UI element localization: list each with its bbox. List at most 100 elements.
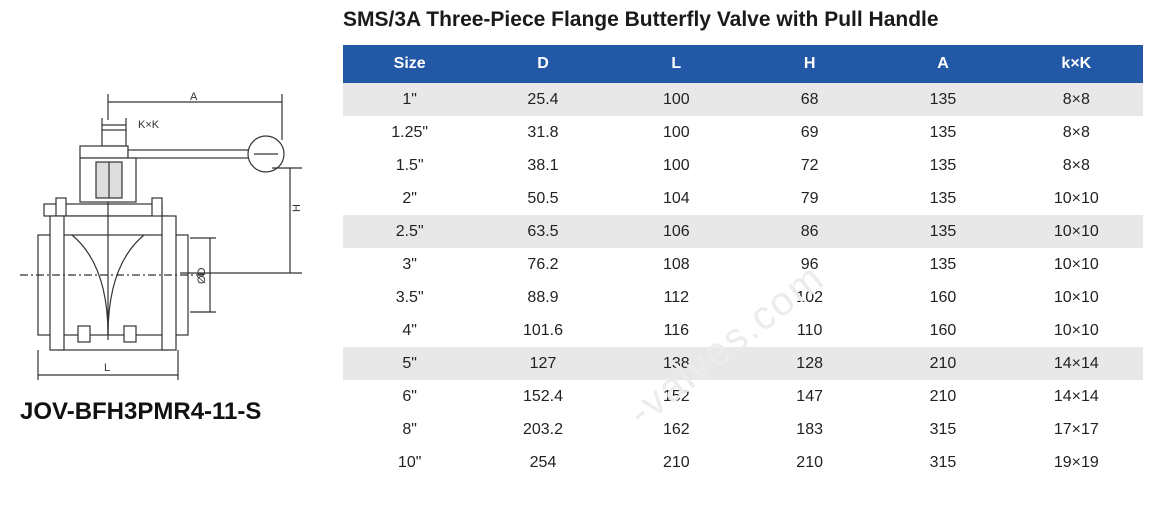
col-header-size: Size	[343, 45, 477, 83]
table-cell: 17×17	[1053, 420, 1099, 438]
table-cell: 1.25"	[391, 123, 429, 141]
table-cell: 1.5"	[395, 156, 424, 174]
table-cell: 10"	[397, 453, 422, 471]
dim-a-label: A	[190, 91, 198, 103]
table-row: 1.5" 38.1 100 72 135 8×8	[343, 149, 1143, 182]
table-cell: 3.5"	[395, 288, 424, 306]
table-cell: 147	[796, 387, 823, 405]
table-row: 10" 254 210 210 315 19×19	[343, 446, 1143, 479]
table-cell: 2.5"	[343, 215, 477, 248]
table-cell: 102	[796, 288, 823, 306]
table-cell: 14×14	[1009, 347, 1143, 380]
dim-d-label: ØD	[196, 267, 208, 284]
table-cell: 135	[929, 189, 957, 207]
table-row: 1.25" 31.8 100 69 135 8×8	[343, 116, 1143, 149]
table-body: 1" 25.4 100 68 135 8×8 1.25" 31.8 100 69 135 8×8 1.5…	[343, 83, 1143, 479]
table-cell: 101.6	[522, 321, 564, 339]
table-cell: 14×14	[1053, 387, 1099, 405]
table-cell: 8×8	[1062, 123, 1090, 141]
table-row: 4" 101.6 116 110 160 10×10	[343, 314, 1143, 347]
table-cell: 160	[929, 288, 957, 306]
table-cell: 100	[609, 83, 743, 116]
table-row: 5" 127 138 128 210 14×14	[343, 347, 1143, 380]
table-cell: 152	[662, 387, 690, 405]
table-cell: 108	[662, 255, 690, 273]
table-cell: 2"	[402, 189, 417, 207]
spec-table: Size D L H A k×K 1" 25.4 100 68 135 8×8 1.25" 3…	[343, 45, 1143, 479]
table-cell: 152.4	[522, 387, 564, 405]
table-cell: 183	[796, 420, 823, 438]
table-cell: 162	[662, 420, 690, 438]
col-header-l: L	[609, 45, 743, 83]
table-cell: 76.2	[527, 255, 559, 273]
table-cell: 25.4	[476, 83, 610, 116]
table-cell: 8×8	[1009, 83, 1143, 116]
col-header-d: D	[476, 45, 610, 83]
table-cell: 116	[663, 321, 690, 339]
table-row: 2.5" 63.5 106 86 135 10×10	[343, 215, 1143, 248]
table-cell: 210	[876, 347, 1010, 380]
table-cell: 135	[876, 83, 1010, 116]
col-header-h: H	[742, 45, 877, 83]
table-cell: 10×10	[1009, 215, 1143, 248]
table-cell: 96	[800, 255, 819, 273]
table-cell: 104	[662, 189, 690, 207]
model-number: JOV-BFH3PMR4-11-S	[20, 398, 262, 425]
table-header-row: Size D L H A k×K	[343, 45, 1143, 83]
col-header-a: A	[876, 45, 1010, 83]
table-cell: 4"	[402, 321, 417, 339]
table-cell: 6"	[402, 387, 417, 405]
table-cell: 315	[929, 453, 957, 471]
table-cell: 210	[929, 387, 957, 405]
table-cell: 135	[929, 255, 957, 273]
table-cell: 315	[929, 420, 957, 438]
table-cell: 1"	[343, 83, 477, 116]
table-cell: 110	[796, 321, 823, 339]
table-cell: 10×10	[1053, 255, 1099, 273]
col-header-kk: k×K	[1009, 45, 1143, 83]
table-cell: 210	[796, 453, 823, 471]
table-cell: 68	[742, 83, 877, 116]
table-cell: 100	[662, 123, 690, 141]
table-cell: 79	[800, 189, 819, 207]
table-cell: 31.8	[527, 123, 559, 141]
dim-kk-label: K×K	[138, 119, 160, 131]
table-cell: 10×10	[1053, 288, 1099, 306]
table-cell: 135	[929, 123, 957, 141]
table-cell: 160	[929, 321, 957, 339]
table-cell: 3"	[402, 255, 417, 273]
table-row: 3" 76.2 108 96 135 10×10	[343, 248, 1143, 281]
table-cell: 106	[609, 215, 743, 248]
table-cell: 135	[876, 215, 1010, 248]
table-cell: 10×10	[1053, 321, 1099, 339]
table-cell: 100	[662, 156, 690, 174]
table-cell: 19×19	[1053, 453, 1099, 471]
table-cell: 69	[800, 123, 819, 141]
table-row: 1" 25.4 100 68 135 8×8	[343, 83, 1143, 116]
table-row: 3.5" 88.9 112 102 160 10×10	[343, 281, 1143, 314]
page-title: SMS/3A Three-Piece Flange Butterfly Valv…	[343, 8, 939, 31]
table-cell: 127	[476, 347, 610, 380]
table-cell: 8"	[402, 420, 417, 438]
table-cell: 72	[800, 156, 819, 174]
table-cell: 112	[663, 288, 690, 306]
table-cell: 210	[662, 453, 690, 471]
table-cell: 203.2	[522, 420, 564, 438]
table-cell: 138	[609, 347, 743, 380]
table-cell: 88.9	[527, 288, 559, 306]
table-row: 6" 152.4 152 147 210 14×14	[343, 380, 1143, 413]
valve-diagram: A K×K H ØD L	[20, 91, 303, 380]
table-cell: 8×8	[1062, 156, 1090, 174]
table-row: 8" 203.2 162 183 315 17×17	[343, 413, 1143, 446]
table-cell: 5"	[343, 347, 477, 380]
dim-l-label: L	[104, 362, 110, 374]
table-cell: 135	[929, 156, 957, 174]
table-cell: 128	[742, 347, 877, 380]
table-cell: 63.5	[476, 215, 610, 248]
table-cell: 254	[529, 453, 557, 471]
table-row: 2" 50.5 104 79 135 10×10	[343, 182, 1143, 215]
table-cell: 86	[742, 215, 877, 248]
dim-h-label: H	[291, 204, 303, 212]
table-cell: 38.1	[527, 156, 559, 174]
table-cell: 10×10	[1053, 189, 1099, 207]
